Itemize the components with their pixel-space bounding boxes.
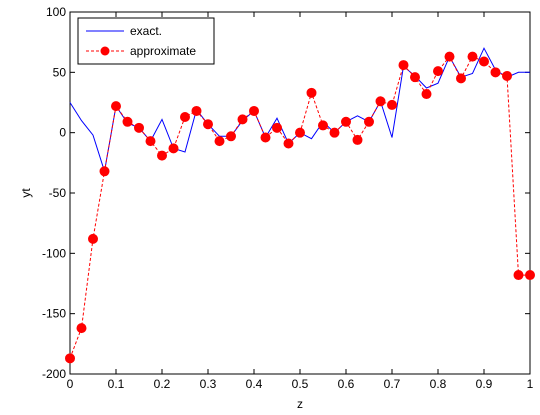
- y-tick-label: -200: [42, 367, 66, 381]
- data-point: [295, 127, 305, 138]
- x-axis-label: z: [297, 397, 303, 411]
- data-point: [467, 51, 478, 62]
- data-point: [456, 73, 466, 84]
- y-tick-label: 50: [53, 65, 67, 79]
- data-point: [364, 116, 374, 127]
- data-point: [479, 56, 489, 67]
- legend-box: [77, 17, 215, 65]
- data-point: [214, 136, 225, 147]
- x-tick-label: 0.8: [430, 377, 447, 391]
- legend-marker-1: [100, 46, 110, 56]
- series-layer: [65, 47, 535, 364]
- data-point: [260, 132, 271, 143]
- x-tick-label: 1: [527, 377, 534, 391]
- data-point: [341, 116, 351, 127]
- data-point: [145, 136, 156, 147]
- data-point: [168, 143, 179, 154]
- data-point: [180, 111, 190, 122]
- plot-area: [69, 11, 531, 375]
- data-point: [134, 122, 144, 133]
- y-tick-label: 0: [59, 126, 66, 140]
- data-point: [410, 72, 420, 83]
- x-tick-label: 0: [67, 377, 74, 391]
- axes-box: [69, 11, 531, 375]
- y-tick-label: -150: [42, 307, 66, 321]
- x-tick-label: 0.9: [476, 377, 493, 391]
- data-point: [65, 353, 75, 364]
- data-point: [88, 233, 98, 244]
- data-point: [111, 101, 121, 112]
- data-point: [99, 166, 110, 177]
- y-axis-label: yt: [19, 188, 33, 198]
- data-point: [272, 122, 282, 133]
- y-tick-label: -50: [49, 186, 67, 200]
- y-tick-label: -100: [42, 246, 66, 260]
- data-point: [490, 67, 501, 78]
- data-point: [122, 116, 133, 127]
- x-tick-label: 0.1: [108, 377, 125, 391]
- data-point: [283, 138, 294, 149]
- data-point: [421, 89, 432, 100]
- data-point: [237, 114, 248, 125]
- data-point: [191, 105, 202, 116]
- legend-label-1: approximate: [130, 44, 196, 58]
- axis-ticks: 0 0.1 0.2 0.3 0.4 0.5 0.6 0.7 0.8 0.9 1 -200 -150 -10…: [42, 5, 534, 391]
- x-tick-label: 0.4: [246, 377, 263, 391]
- legend-label-0: exact.: [130, 24, 162, 38]
- data-point: [513, 270, 524, 281]
- data-point: [387, 99, 397, 110]
- data-point: [329, 127, 340, 138]
- x-tick-label: 0.3: [200, 377, 217, 391]
- data-point: [433, 66, 443, 77]
- data-point: [398, 60, 409, 71]
- data-point: [375, 96, 386, 107]
- data-point: [525, 270, 535, 281]
- y-tick-label: 100: [46, 5, 66, 19]
- x-tick-label: 0.5: [292, 377, 309, 391]
- x-tick-label: 0.6: [338, 377, 355, 391]
- legend: exact. approximate: [77, 17, 215, 65]
- x-tick-label: 0.2: [154, 377, 171, 391]
- data-point: [249, 105, 259, 116]
- data-point: [444, 51, 455, 62]
- data-point: [352, 134, 363, 145]
- data-point: [76, 323, 87, 334]
- data-point: [318, 120, 328, 131]
- data-point: [157, 150, 167, 161]
- x-tick-label: 0.7: [384, 377, 401, 391]
- data-point: [502, 70, 512, 81]
- data-point: [226, 131, 236, 142]
- data-point: [306, 87, 317, 98]
- data-point: [203, 119, 213, 130]
